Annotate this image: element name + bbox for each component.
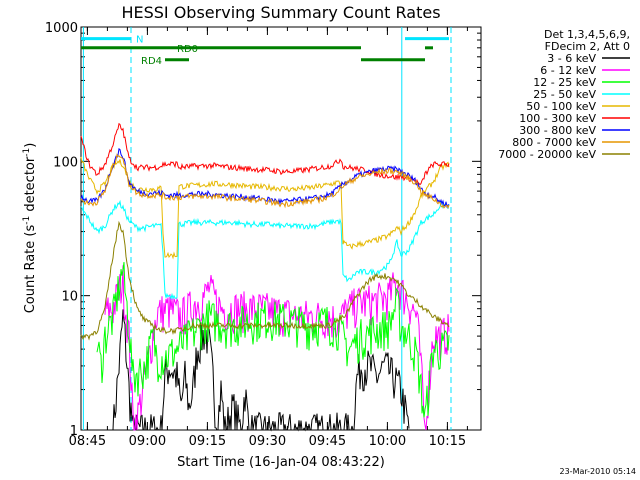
series-line-0 xyxy=(112,309,410,432)
series-line-1 xyxy=(104,265,450,431)
series-line-2 xyxy=(96,262,450,418)
y-axis-label-sup2: -1 xyxy=(22,148,32,157)
legend-header-2: FDecim 2, Att 0 xyxy=(545,40,630,53)
x-tick-label-6: 10:15 xyxy=(429,434,466,449)
x-tick-label-1: 09:00 xyxy=(129,434,166,449)
y-axis-label-sup1: -1 xyxy=(22,216,32,225)
legend-label-5: 100 - 300 keV xyxy=(519,112,596,125)
plot-frame xyxy=(80,26,482,431)
y-tick-label-3: 1000 xyxy=(45,21,78,36)
legend-label-7: 800 - 7000 keV xyxy=(512,136,596,149)
y-tick-label-2: 100 xyxy=(53,155,78,170)
x-tick-label-2: 09:15 xyxy=(189,434,226,449)
x-axis-label: Start Time (16-Jan-04 08:43:22) xyxy=(177,455,385,470)
x-tick-label-5: 10:00 xyxy=(369,434,406,449)
legend-label-4: 50 - 100 keV xyxy=(526,100,596,113)
chart-title: HESSI Observing Summary Count Rates xyxy=(121,3,440,22)
legend-label-6: 300 - 800 keV xyxy=(519,124,596,137)
x-tick-label-3: 09:30 xyxy=(249,434,286,449)
y-axis-ticks: 1 10 100 1000 xyxy=(45,21,481,439)
series-line-3 xyxy=(80,199,450,300)
decim-label-0: RD0 xyxy=(177,44,198,55)
footer-timestamp: 23-Mar-2010 05:14 xyxy=(560,467,637,476)
legend-label-3: 25 - 50 keV xyxy=(533,88,596,101)
y-axis-label-main: Count Rate (s xyxy=(23,225,38,314)
legend-label-0: 3 - 6 keV xyxy=(547,52,596,65)
series-line-8 xyxy=(80,220,450,341)
x-axis-ticks: 08:45 09:00 09:15 09:30 09:45 10:00 10:15 xyxy=(69,27,468,449)
series-line-5 xyxy=(80,122,450,186)
y-tick-label-0: 1 xyxy=(70,424,78,439)
series-layer xyxy=(80,122,450,432)
x-tick-label-0: 08:45 xyxy=(69,434,106,449)
observing-annotations: N RD0 RD4 xyxy=(81,27,452,430)
series-line-7 xyxy=(80,153,450,210)
x-tick-label-4: 09:45 xyxy=(309,434,346,449)
legend-label-1: 6 - 12 keV xyxy=(540,64,596,77)
legend-label-8: 7000 - 20000 keV xyxy=(498,148,596,161)
series-line-4 xyxy=(80,156,450,260)
legend: Det 1,3,4,5,6,9, FDecim 2, Att 0 3 - 6 k… xyxy=(498,28,630,161)
y-axis-label-end: ) xyxy=(23,143,38,148)
night-label: N xyxy=(136,35,143,46)
decim-label-1: RD4 xyxy=(141,56,162,67)
y-tick-label-1: 10 xyxy=(61,290,78,305)
legend-label-2: 12 - 25 keV xyxy=(533,76,596,89)
legend-header-1: Det 1,3,4,5,6,9, xyxy=(544,28,630,41)
y-axis-label: Count Rate (s-1 detector-1) xyxy=(22,143,38,314)
y-axis-label-mid: detector xyxy=(23,156,38,216)
